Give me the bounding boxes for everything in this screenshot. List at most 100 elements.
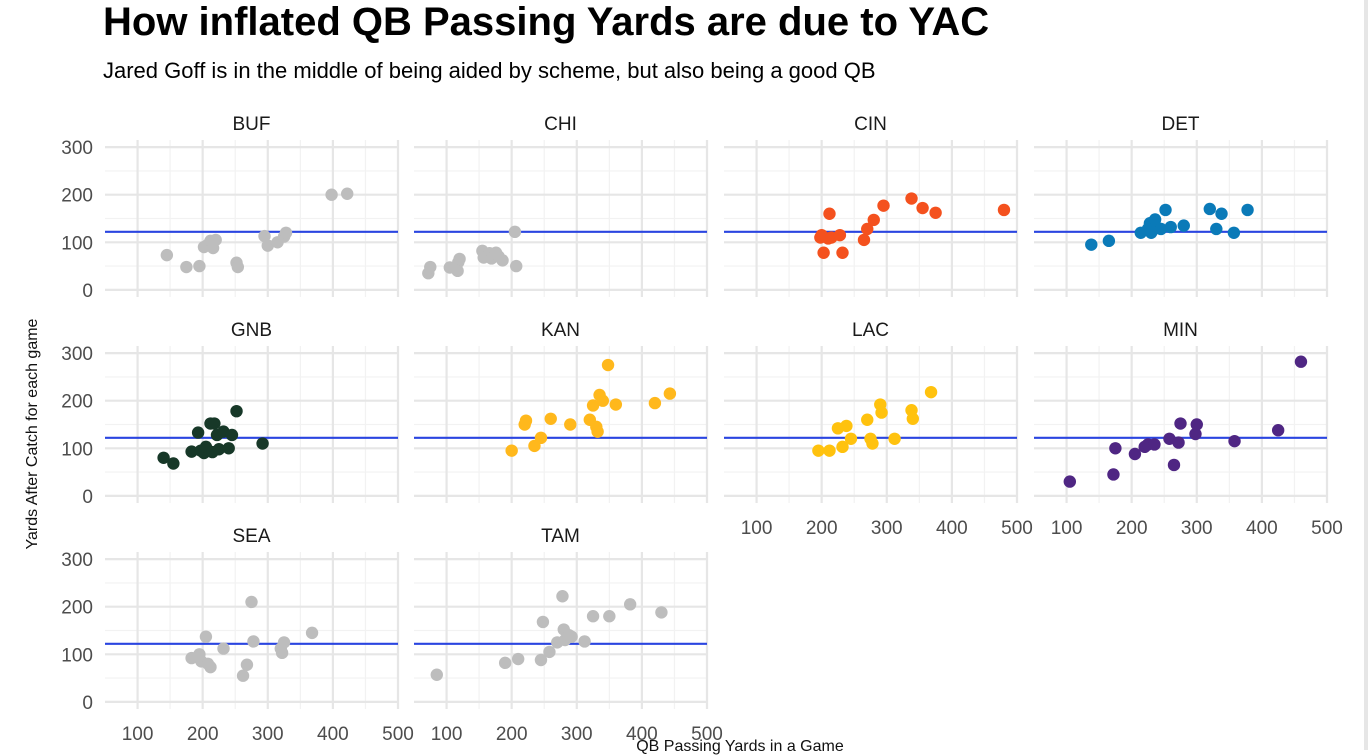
- point-min: [1148, 438, 1161, 451]
- point-buf: [341, 187, 354, 200]
- y-tick-label: 200: [61, 392, 93, 413]
- y-tick-label: 200: [61, 186, 93, 207]
- x-tick-label: 300: [561, 724, 593, 745]
- point-sea: [236, 669, 250, 682]
- point-det: [1203, 202, 1217, 216]
- y-tick-label: 0: [82, 487, 93, 508]
- window-edge: [1364, 0, 1368, 750]
- panel-label-lac: LAC: [852, 320, 889, 341]
- point-det: [1177, 219, 1190, 232]
- point-cin: [929, 206, 942, 219]
- x-tick-label: 400: [936, 518, 968, 539]
- x-tick-label: 200: [806, 518, 838, 539]
- y-tick-label: 100: [61, 233, 93, 254]
- panel-label-cin: CIN: [854, 114, 887, 135]
- x-tick-label: 500: [382, 724, 414, 745]
- point-buf: [180, 260, 193, 274]
- point-det: [1085, 238, 1098, 251]
- x-tick-label: 400: [1246, 518, 1278, 539]
- point-lac: [888, 432, 901, 445]
- point-lac: [906, 412, 920, 425]
- y-tick-label: 200: [61, 598, 93, 619]
- point-buf: [160, 248, 174, 262]
- panel-label-min: MIN: [1163, 320, 1198, 341]
- point-sea: [240, 658, 254, 671]
- x-tick-label: 100: [431, 724, 463, 745]
- point-det: [1241, 203, 1254, 217]
- point-tam: [556, 590, 569, 603]
- point-cin: [867, 213, 880, 227]
- point-lac: [840, 419, 853, 433]
- point-kan: [519, 414, 533, 427]
- x-tick-label: 100: [122, 724, 154, 745]
- point-tam: [565, 630, 578, 643]
- point-kan: [505, 444, 518, 457]
- y-tick-label: 100: [61, 439, 93, 460]
- point-lac: [823, 444, 836, 457]
- point-lac: [924, 385, 938, 399]
- point-sea: [305, 626, 319, 640]
- point-tam: [586, 610, 600, 623]
- point-gnb: [256, 437, 269, 450]
- point-chi: [496, 254, 509, 267]
- x-tick-label: 300: [1181, 518, 1213, 539]
- point-tam: [543, 645, 556, 659]
- point-buf: [231, 260, 245, 274]
- panel-label-buf: BUF: [233, 114, 271, 135]
- x-tick-label: 200: [187, 724, 219, 745]
- point-lac: [875, 406, 888, 419]
- panel-label-chi: CHI: [544, 114, 577, 135]
- point-lac: [812, 444, 825, 457]
- point-min: [1107, 468, 1120, 481]
- point-cin: [916, 201, 929, 215]
- point-sea: [199, 630, 213, 643]
- point-gnb: [230, 404, 243, 418]
- y-tick-label: 0: [82, 693, 93, 714]
- point-kan: [591, 425, 604, 438]
- point-det: [1102, 234, 1116, 248]
- point-lac: [861, 413, 874, 426]
- point-lac: [836, 440, 849, 454]
- point-tam: [511, 652, 525, 666]
- point-sea: [277, 636, 291, 649]
- point-tam: [498, 656, 512, 670]
- point-tam: [603, 610, 616, 623]
- point-min: [1174, 417, 1187, 430]
- point-buf: [193, 259, 206, 273]
- point-chi: [453, 252, 466, 266]
- panel-label-det: DET: [1162, 114, 1200, 135]
- point-buf: [209, 233, 222, 247]
- x-tick-label: 300: [871, 518, 903, 539]
- point-cin: [997, 203, 1011, 217]
- x-tick-label: 400: [626, 724, 658, 745]
- point-gnb: [185, 445, 198, 458]
- point-chi: [508, 225, 522, 239]
- point-tam: [430, 668, 443, 681]
- point-cin: [877, 199, 890, 212]
- panel-label-tam: TAM: [541, 526, 580, 547]
- point-buf: [261, 239, 274, 252]
- point-tam: [536, 615, 550, 629]
- x-tick-label: 500: [1311, 518, 1343, 539]
- point-det: [1164, 220, 1177, 234]
- point-min: [1063, 475, 1077, 488]
- point-min: [1271, 424, 1285, 437]
- x-tick-label: 500: [691, 724, 723, 745]
- point-gnb: [167, 457, 180, 470]
- point-cin: [905, 192, 918, 205]
- point-tam: [623, 598, 637, 611]
- point-cin: [857, 233, 871, 247]
- point-kan: [609, 398, 623, 411]
- y-tick-label: 300: [61, 344, 93, 365]
- x-tick-label: 200: [496, 724, 528, 745]
- point-cin: [823, 207, 836, 220]
- point-sea: [275, 646, 289, 660]
- point-det: [1227, 226, 1241, 239]
- x-tick-label: 100: [741, 518, 773, 539]
- panel-label-sea: SEA: [232, 526, 270, 547]
- point-tam: [534, 653, 548, 667]
- point-kan: [586, 399, 600, 412]
- point-det: [1159, 203, 1172, 217]
- point-gnb: [212, 443, 226, 456]
